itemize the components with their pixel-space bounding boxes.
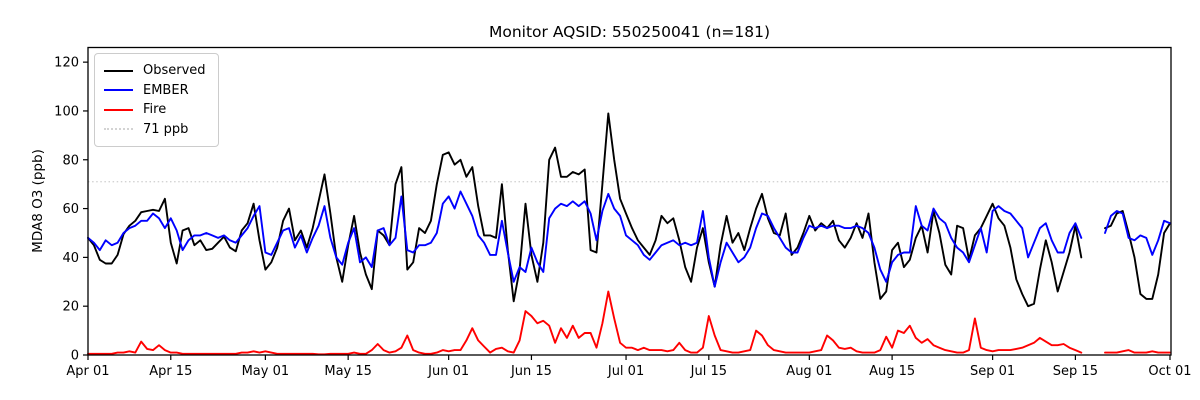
x-tick-label: Aug 01 [786, 364, 832, 379]
threshold-line-sample [104, 128, 133, 131]
y-axis-label: MDA8 O3 (ppb) [30, 149, 46, 253]
legend-item-ember: EMBER [104, 81, 206, 101]
legend-label-fire: Fire [143, 102, 167, 118]
x-tick-label: Jun 01 [427, 364, 469, 379]
legend: Observed EMBER Fire 71 ppb [94, 53, 219, 147]
legend-label-observed: Observed [143, 63, 206, 79]
y-tick-label: 80 [62, 153, 79, 168]
fire-line [87, 290, 1171, 356]
y-tick-label: 0 [71, 349, 79, 364]
ember-line-sample [104, 89, 133, 92]
y-tick-label: 100 [54, 104, 79, 119]
x-tick-label: Apr 01 [66, 364, 109, 379]
legend-label-ember: EMBER [143, 82, 189, 98]
x-tick-label: Apr 15 [149, 364, 192, 379]
x-tick-label: Aug 15 [869, 364, 915, 379]
fire-line-sample [104, 108, 133, 111]
observed-line-sample [104, 69, 133, 72]
legend-item-threshold: 71 ppb [104, 120, 206, 140]
legend-label-threshold: 71 ppb [143, 121, 189, 137]
observed-line [87, 112, 1171, 308]
plot-border [87, 46, 1172, 356]
y-tick-label: 40 [62, 251, 79, 266]
y-tick-label: 20 [62, 300, 79, 315]
x-tick-label: Jul 15 [690, 364, 727, 379]
x-tick-label: May 15 [324, 364, 372, 379]
ember-line [87, 190, 1171, 288]
x-tick-label: Jun 15 [510, 364, 552, 379]
x-tick-label: May 01 [242, 364, 290, 379]
x-tick-label: Sep 15 [1053, 364, 1098, 379]
y-tick-label: 120 [54, 56, 79, 71]
x-tick-label: Jul 01 [607, 364, 644, 379]
chart-title: Monitor AQSID: 550250041 (n=181) [488, 23, 771, 41]
y-tick-label: 60 [62, 202, 79, 217]
x-tick-label: Oct 01 [1148, 364, 1191, 379]
legend-item-observed: Observed [104, 61, 206, 81]
x-tick-label: Sep 01 [970, 364, 1015, 379]
legend-item-fire: Fire [104, 100, 206, 120]
